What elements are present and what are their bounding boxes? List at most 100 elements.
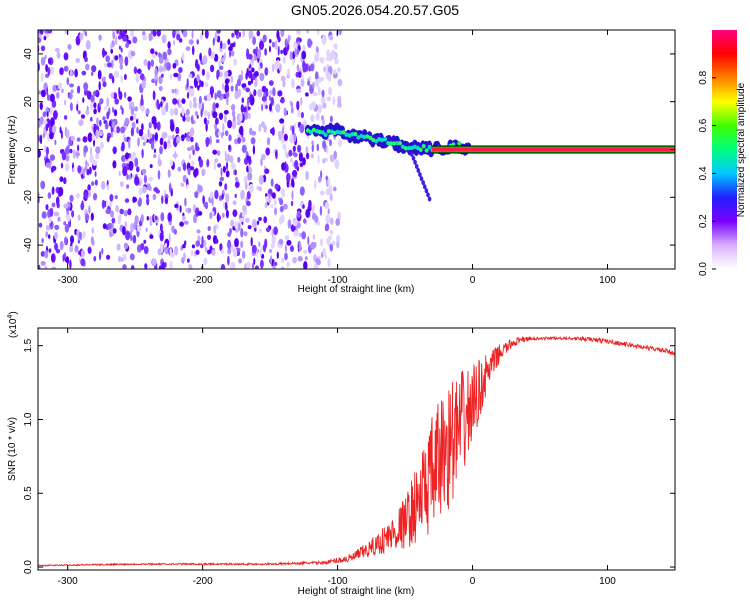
spectrogram-speckle [191,30,194,39]
spectrogram-speckle [184,197,187,207]
spectrogram-speckle [39,102,43,111]
spectrogram-speckle [136,68,142,75]
snr-panel: -300 -200 -100 0 100 0.0 0.5 1.0 1.5 Height of s… [7,311,676,597]
spectrogram-speckle [40,251,45,257]
spectrogram-speckle [325,70,330,80]
spectrogram-speckle [149,164,153,169]
spectrogram-speckle [333,69,337,75]
spectrogram-speckle [118,86,121,97]
spectrogram-speckle [258,241,261,247]
spectrogram-speckle [326,96,332,102]
spectrogram-speckle [122,166,128,177]
spectrogram-speckle [69,83,74,88]
spectrogram-speckle [218,60,221,67]
spectrogram-speckle [125,42,129,49]
spectrogram-speckle [201,235,204,246]
spectrogram-speckle [105,209,111,214]
spectrogram-speckle [134,176,140,186]
spectrogram-speckle [328,72,331,83]
snr-y-tick-label: 0.0 [23,560,34,574]
spectrogram-speckle [126,173,129,180]
spectrogram-speckle [195,240,201,247]
spectrogram-speckle [224,201,228,210]
spectrogram-speckle [173,72,179,78]
spectrogram-speckle [264,202,268,209]
spectrogram-speckle [292,256,297,264]
spectrogram-speckle [181,52,185,62]
spectrogram-speckle [241,144,247,154]
spectrogram-speckle [95,89,98,95]
spectrogram-speckle [140,105,145,112]
spectrogram-speckle [144,133,148,143]
spectrogram-speckle [191,160,195,166]
spectrogram-speckle [213,161,217,170]
spectrogram-speckle [212,102,216,112]
spectrogram-speckle [84,31,88,37]
spectrogram-speckle [284,244,287,253]
spectrogram-speckle [261,95,267,102]
spectrogram-speckle [283,203,288,210]
spectrogram-speckle [110,59,114,69]
spectrogram-panel: -300 -200 -100 0 100 40 20 0 -20 -40 Height of st… [7,29,676,295]
spectrogram-speckle [220,249,224,254]
spectrogram-speckle [250,237,253,247]
spectrogram-speckle [120,126,126,134]
spectrogram-speckle [124,91,127,99]
spectrogram-speckle [248,166,253,174]
carrier-blob-core [344,132,349,137]
spectrogram-speckle [312,203,315,213]
spectrogram-speckle [136,224,142,232]
spectrogram-speckle [239,125,244,136]
spectrogram-speckle [99,141,105,150]
spectrogram-speckle [318,86,321,96]
spectrogram-speckle [223,201,225,209]
spectrogram-speckle [39,116,44,125]
spectrogram-speckle [87,246,92,254]
spectrogram-speckle [203,202,209,208]
spectrogram-speckle [206,93,212,102]
carrier-streak [413,159,417,165]
spectrogram-speckle [335,218,341,227]
spectrogram-speckle [241,97,245,103]
spectrogram-speckle [249,127,253,136]
spectrogram-speckle [192,102,198,109]
spectrogram-speckle [43,36,47,41]
spectrogram-speckle [321,89,325,98]
spectrogram-speckle [147,128,150,138]
spectrogram-speckle [337,95,342,106]
spectrogram-speckle [197,183,200,192]
spectrogram-speckle [290,78,295,89]
spectrogram-speckle [234,228,240,233]
spectrogram-speckle [231,120,236,130]
spectrogram-speckle [317,104,323,114]
spectrogram-speckle [264,48,267,56]
spectrogram-speckle [141,168,147,175]
spectrogram-speckle [220,40,223,49]
colorbar: 0.0 0.2 0.4 0.6 0.8 Normalized spectral ampl… [698,30,747,276]
carrier-blob-core [380,137,385,143]
spectrogram-speckle [124,136,127,143]
spectrogram-speckle [70,69,73,76]
spectrogram-speckle [315,112,320,121]
spectrogram-speckle [59,240,64,251]
spectrogram-speckle [93,125,97,133]
spectrogram-speckle [46,86,49,96]
spectrogram-speckle [124,73,127,81]
spectrogram-speckle [203,117,207,125]
carrier-blob-core [332,130,337,136]
spectrogram-speckle [157,159,162,167]
spectrogram-speckle [151,258,157,266]
spectrogram-speckle [325,188,331,196]
spectrogram-speckle [291,190,294,201]
spectrogram-speckle [110,210,114,218]
spectrogram-speckle [201,80,204,88]
spectrogram-speckle [172,62,177,69]
spectrogram-speckle [124,152,130,160]
spectrogram-speckle [311,153,314,159]
spectrogram-speckle [215,238,219,244]
spectrogram-speckle [75,58,80,63]
spectrogram-speckle [215,139,220,144]
spectrogram-speckle [274,40,278,50]
spectrogram-speckle [275,57,281,62]
spectrogram-speckle [38,37,42,44]
